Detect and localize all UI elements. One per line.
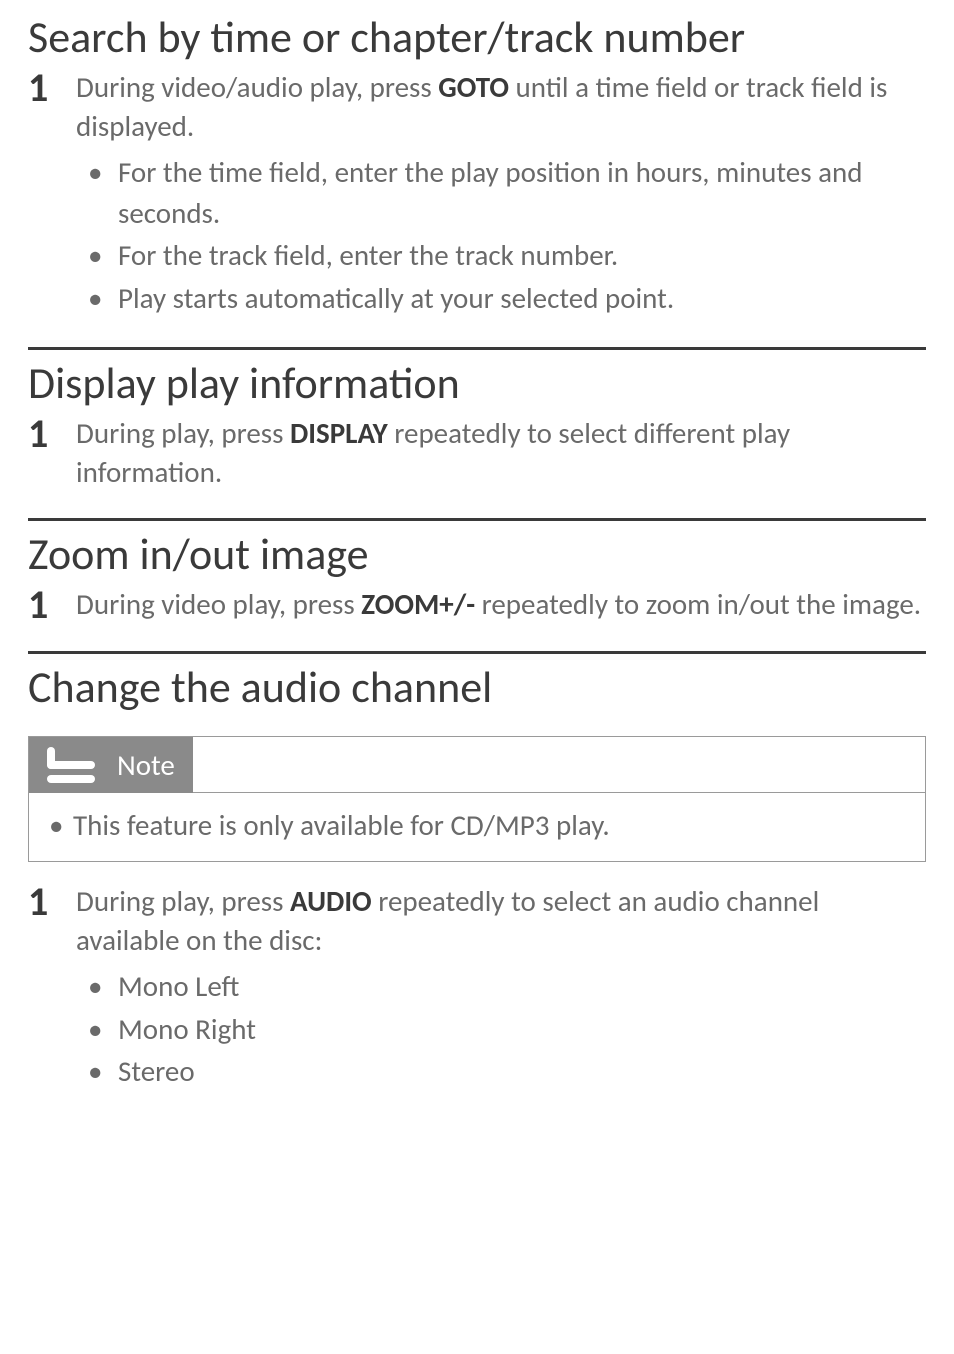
step: 1 During play, press DISPLAY repeatedly …: [28, 414, 926, 492]
note-body: This feature is only available for CD/MP…: [29, 793, 925, 861]
text: repeatedly to zoom in/out the image.: [475, 586, 921, 622]
keyword: DISPLAY: [290, 415, 388, 451]
section-display: Display play information 1 During play, …: [28, 356, 926, 492]
step-body: During video/audio play, press GOTO unti…: [76, 68, 926, 321]
divider: [28, 651, 926, 654]
bullet-item: Mono Left: [76, 966, 926, 1007]
keyword: ZOOM+/-: [361, 586, 475, 622]
heading-display: Display play information: [28, 356, 926, 410]
step: 1 During video/audio play, press GOTO un…: [28, 68, 926, 321]
note-header-fill: [193, 737, 925, 793]
step: 1 During play, press AUDIO repeatedly to…: [28, 882, 926, 1094]
heading-audio: Change the audio channel: [28, 660, 926, 714]
note-header: Note: [29, 737, 925, 793]
heading-zoom: Zoom in/out image: [28, 527, 926, 581]
step: 1 During video play, press ZOOM+/- repea…: [28, 585, 926, 625]
step-number: 1: [28, 68, 56, 108]
bullet-item: For the track field, enter the track num…: [76, 235, 926, 276]
step-body: During video play, press ZOOM+/- repeate…: [76, 585, 926, 624]
divider: [28, 518, 926, 521]
note-icon: [29, 737, 113, 793]
divider: [28, 347, 926, 350]
bullet-item: Play starts automatically at your select…: [76, 278, 926, 319]
keyword: GOTO: [438, 69, 509, 105]
step-number: 1: [28, 414, 56, 454]
note-text: This feature is only available for CD/MP…: [49, 807, 909, 843]
text: During play, press: [76, 415, 290, 451]
step-number: 1: [28, 585, 56, 625]
section-zoom: Zoom in/out image 1 During video play, p…: [28, 527, 926, 625]
text: During video play, press: [76, 586, 361, 622]
bullet-list: For the time field, enter the play posit…: [76, 152, 926, 318]
bullet-item: For the time field, enter the play posit…: [76, 152, 926, 233]
step-body: During play, press DISPLAY repeatedly to…: [76, 414, 926, 492]
bullet-list: Mono Left Mono Right Stereo: [76, 966, 926, 1092]
text: During play, press: [76, 883, 290, 919]
note-label: Note: [113, 737, 193, 793]
text: During video/audio play, press: [76, 69, 438, 105]
section-audio: Change the audio channel Note This featu…: [28, 660, 926, 1094]
heading-search: Search by time or chapter/track number: [28, 10, 926, 64]
note-box: Note This feature is only available for …: [28, 736, 926, 862]
step-number: 1: [28, 882, 56, 922]
bullet-item: Stereo: [76, 1051, 926, 1092]
bullet-item: Mono Right: [76, 1009, 926, 1050]
section-search: Search by time or chapter/track number 1…: [28, 10, 926, 321]
step-body: During play, press AUDIO repeatedly to s…: [76, 882, 926, 1094]
keyword: AUDIO: [290, 883, 372, 919]
